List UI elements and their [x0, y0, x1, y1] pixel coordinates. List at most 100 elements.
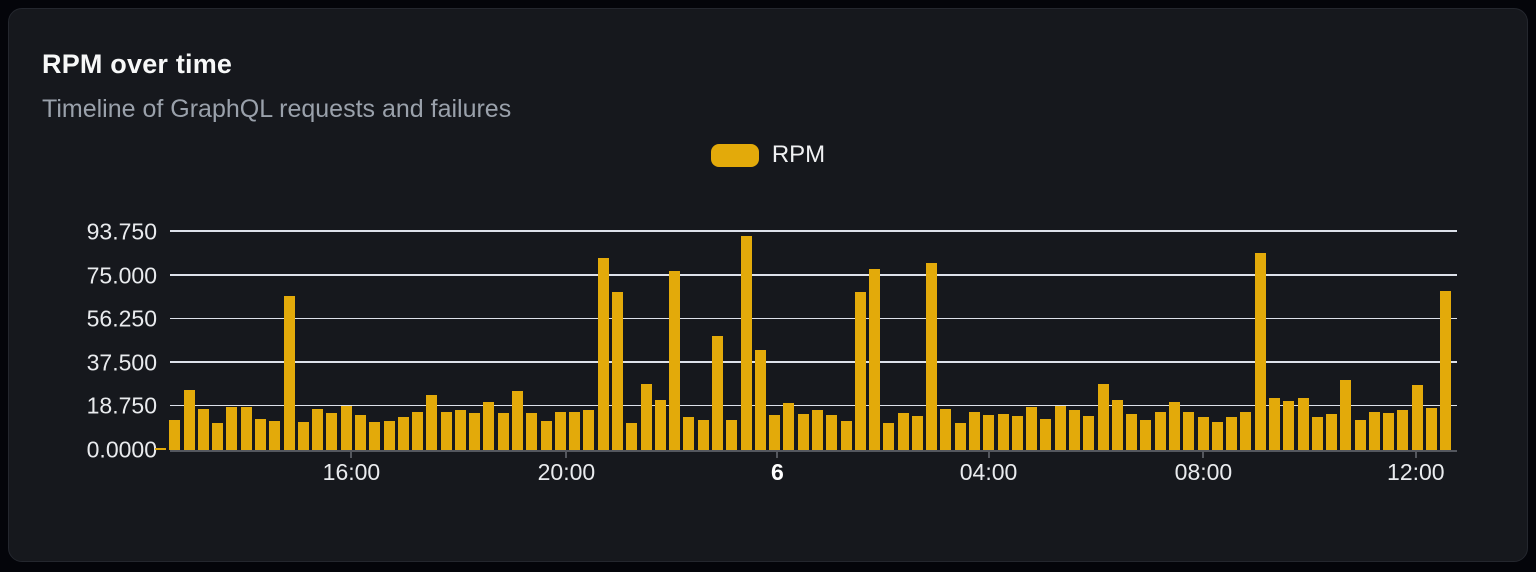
y-axis-labels: 0.0000 18.750 37.500 56.250 75.000 93.750 [40, 218, 157, 462]
rpm-bar [697, 419, 709, 450]
rpm-bar [554, 411, 566, 450]
rpm-bar [226, 406, 238, 450]
rpm-bar [197, 409, 209, 450]
rpm-bar [997, 413, 1009, 450]
rpm-bar [1197, 417, 1209, 450]
rpm-bar [326, 412, 338, 450]
legend[interactable]: RPM [0, 141, 1536, 169]
x-axis-tick [776, 450, 779, 458]
gridline [170, 274, 1457, 276]
y-axis-label: 37.500 [86, 349, 157, 376]
rpm-bar [740, 235, 752, 450]
x-axis-tick [987, 450, 990, 458]
x-axis-tick [1202, 450, 1205, 458]
rpm-bar [1126, 413, 1138, 450]
rpm-bar [954, 423, 966, 450]
y-axis-label: 93.750 [86, 218, 157, 245]
rpm-bar [269, 420, 281, 450]
rpm-bar [583, 410, 595, 450]
rpm-bar [1140, 419, 1152, 450]
rpm-bar [612, 291, 623, 450]
gridline [170, 404, 1457, 407]
y-axis-label: 18.750 [86, 392, 157, 419]
rpm-bar [1354, 419, 1366, 450]
y-axis-label: 75.000 [86, 262, 157, 288]
rpm-bar [1440, 290, 1452, 450]
rpm-bar [297, 422, 309, 450]
rpm-bar [840, 420, 852, 450]
x-axis-ticks [170, 450, 1457, 458]
rpm-bar [540, 420, 552, 450]
rpm-bar [769, 415, 781, 450]
rpm-bar [640, 383, 652, 450]
x-axis-label: 04:00 [959, 459, 1018, 485]
rpm-bar [183, 389, 195, 450]
rpm-bar [354, 415, 366, 450]
rpm-bar [626, 423, 638, 450]
rpm-bar [1411, 384, 1423, 450]
rpm-bar [926, 262, 938, 450]
y-axis-label: 0.0000 [86, 436, 157, 463]
y-axis-label: 56.250 [86, 305, 157, 332]
x-axis-label: 6 [771, 459, 784, 485]
chart-card [8, 8, 1528, 562]
rpm-bar [312, 409, 324, 450]
x-axis-tick [1414, 450, 1417, 458]
rpm-bar [340, 405, 352, 450]
rpm-bar [483, 402, 495, 450]
rpm-bar [1368, 411, 1380, 450]
rpm-bar [1026, 406, 1038, 450]
rpm-bar [811, 410, 823, 450]
rpm-bar [1069, 410, 1080, 450]
rpm-bar [654, 399, 666, 450]
rpm-bar [1154, 411, 1166, 450]
rpm-bar [726, 419, 738, 450]
x-axis-label: 08:00 [1174, 459, 1233, 485]
rpm-bar [1183, 411, 1195, 450]
rpm-bar [683, 417, 695, 450]
rpm-bar [497, 412, 509, 450]
rpm-bar [897, 412, 909, 450]
plot-area [155, 225, 1457, 458]
rpm-bar [797, 413, 809, 450]
rpm-bar [883, 423, 895, 450]
rpm-bar [1326, 413, 1338, 450]
x-axis-label: 16:00 [322, 459, 381, 485]
rpm-bar [783, 403, 795, 450]
rpm-bar [1268, 397, 1280, 450]
rpm-bar [969, 411, 981, 450]
rpm-bar [254, 418, 266, 450]
rpm-bar [440, 411, 452, 450]
rpm-bar [454, 410, 466, 450]
rpm-bar [1297, 397, 1309, 450]
rpm-bar [1168, 402, 1180, 450]
rpm-bar [911, 416, 923, 450]
rpm-bar [155, 447, 166, 450]
rpm-bar [369, 422, 381, 450]
rpm-bar [469, 412, 481, 450]
rpm-bar [1083, 416, 1095, 450]
x-axis-tick [350, 450, 353, 458]
x-axis-tick [565, 450, 568, 458]
x-axis-label: 20:00 [537, 459, 596, 485]
gridline [170, 230, 1457, 232]
rpm-bar [426, 395, 438, 450]
rpm-bar [1397, 410, 1409, 450]
rpm-bar [240, 406, 252, 450]
rpm-bar [1383, 412, 1395, 450]
rpm-bar [1254, 253, 1266, 450]
rpm-bar [1097, 383, 1109, 450]
chart-title: RPM over time [42, 49, 233, 79]
rpm-bar [826, 415, 838, 450]
rpm-bar [869, 268, 881, 450]
x-axis-labels: 16:00 20:00 6 04:00 08:00 12:00 [170, 459, 1457, 487]
rpm-bar [1011, 416, 1023, 450]
rpm-bar [711, 336, 723, 450]
rpm-bar [1311, 417, 1323, 450]
rpm-bar [669, 270, 681, 450]
rpm-series-swatch-icon [710, 143, 759, 167]
rpm-bar [854, 291, 866, 450]
rpm-bar [1111, 399, 1123, 450]
rpm-bar [754, 349, 766, 450]
